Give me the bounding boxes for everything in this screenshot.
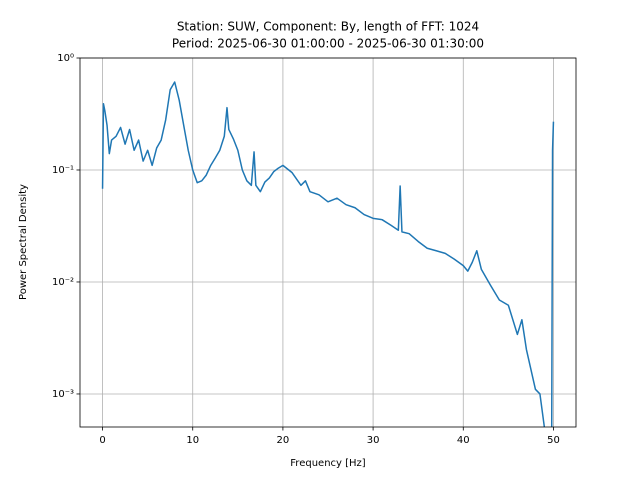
- y-tick-label: 10⁻¹: [52, 165, 74, 176]
- x-tick-label: 30: [367, 435, 380, 446]
- x-tick-label: 10: [186, 435, 199, 446]
- y-axis-label: Power Spectral Density: [18, 184, 29, 300]
- chart-title: Station: SUW, Component: By, length of F…: [177, 20, 479, 34]
- chart-title: Period: 2025-06-30 01:00:00 - 2025-06-30…: [172, 37, 484, 51]
- y-tick-label: 10⁻²: [52, 277, 74, 288]
- y-tick-label: 10⁰: [57, 53, 74, 64]
- axes-frame: [79, 57, 577, 428]
- x-tick-label: 20: [277, 435, 290, 446]
- spectrum-line: [101, 81, 555, 427]
- y-tick-label: 10⁻³: [52, 389, 74, 400]
- x-tick-label: 40: [457, 435, 470, 446]
- ticks: 0 10 20 30 40 50 10⁻³ 10⁻² 10⁻¹ 10⁰: [52, 53, 560, 446]
- x-tick-label: 0: [99, 435, 105, 446]
- x-tick-label: 50: [547, 435, 560, 446]
- x-axis-label: Frequency [Hz]: [290, 458, 366, 469]
- plot-area: [101, 81, 555, 427]
